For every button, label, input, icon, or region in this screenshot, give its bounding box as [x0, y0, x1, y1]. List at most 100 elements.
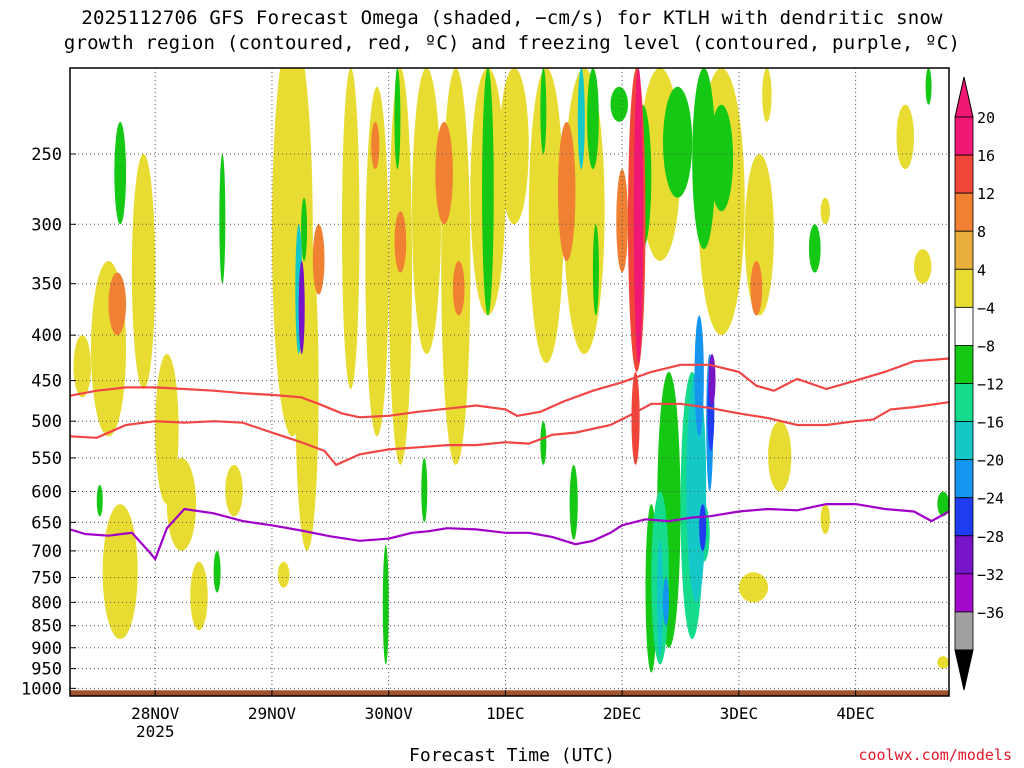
contour-lines: [70, 357, 949, 562]
omega-cell: [913, 249, 932, 284]
y-tick-label: 700: [31, 542, 62, 562]
omega-cell: [341, 68, 360, 390]
colorbar-bottom-arrow: [954, 649, 974, 691]
omega-cell: [312, 224, 325, 295]
chart-title-line-1: 2025112706 GFS Forecast Omega (shaded, −…: [81, 7, 943, 29]
x-tick-label: 4DEC: [836, 704, 875, 723]
colorbar-segment: [954, 459, 974, 499]
colorbar-segment: [954, 192, 974, 232]
omega-cell: [219, 154, 226, 284]
omega-cell: [750, 261, 763, 316]
omega-cell: [708, 353, 716, 406]
omega-shading: [73, 68, 949, 673]
y-tick-label: 750: [31, 568, 62, 588]
omega-cell: [657, 539, 664, 657]
y-tick-label: 450: [31, 372, 62, 392]
omega-cell: [631, 371, 640, 465]
omega-cell: [937, 491, 949, 517]
x-tick-label: 2DEC: [603, 704, 642, 723]
omega-cell: [557, 121, 576, 262]
colorbar-label: −4: [977, 299, 995, 317]
omega-cell: [709, 104, 734, 212]
omega-cell: [662, 577, 669, 626]
omega-cell: [528, 68, 564, 364]
contour-line--12: [70, 401, 949, 467]
omega-cell: [213, 550, 221, 593]
omega-cell: [896, 104, 914, 170]
colorbar-segment: [954, 116, 974, 156]
omega-cell: [820, 197, 830, 225]
colorbar-label: 20: [977, 109, 995, 127]
omega-cell: [155, 353, 179, 505]
site-credit: coolwx.com/models: [858, 746, 1012, 764]
omega-cell: [610, 86, 628, 122]
terrain-surface: [70, 690, 949, 696]
omega-cell: [131, 154, 156, 390]
omega-cell: [225, 464, 243, 517]
omega-cell: [633, 68, 644, 364]
colorbar-label: 12: [977, 185, 995, 203]
omega-cell: [190, 561, 208, 631]
omega-cell: [394, 211, 407, 273]
colorbar-label: −20: [977, 452, 1004, 470]
x-tick-label: 29NOV: [248, 704, 297, 723]
colorbar-segment: [954, 497, 974, 537]
chart-title-line-2: growth region (contoured, red, ºC) and f…: [63, 32, 961, 54]
omega-cell: [73, 335, 92, 398]
plot-frame: [69, 67, 950, 697]
x-tick-label: 28NOV: [131, 704, 180, 723]
y-axis: 2503003504004505005506006507007508008509…: [21, 145, 76, 699]
omega-cell: [925, 68, 932, 105]
omega-cell: [768, 421, 792, 492]
colorbar-label: 8: [977, 223, 986, 241]
omega-cell: [435, 121, 453, 225]
omega-cell: [937, 656, 949, 669]
colorbar-segment: [954, 383, 974, 422]
omega-cell: [371, 121, 380, 170]
omega-cell: [569, 464, 578, 540]
x-tick-label: 1DEC: [486, 704, 525, 723]
omega-cell: [166, 457, 197, 551]
omega-cell: [663, 86, 693, 198]
omega-cell: [592, 224, 599, 316]
omega-cell: [540, 421, 547, 465]
omega-cell: [587, 68, 599, 170]
y-tick-label: 950: [31, 660, 62, 680]
y-tick-label: 1000: [21, 679, 62, 699]
y-tick-label: 250: [31, 145, 62, 165]
omega-cell: [820, 504, 830, 535]
colorbar-label: −32: [977, 566, 1004, 584]
omega-cell: [421, 457, 428, 523]
omega-cell: [808, 224, 821, 273]
omega-cell: [365, 86, 389, 437]
grid-lines: [70, 68, 949, 696]
omega-cell: [699, 504, 707, 551]
omega-cell: [692, 68, 716, 250]
y-tick-label: 350: [31, 275, 62, 295]
omega-cell: [762, 68, 772, 122]
omega-cell: [298, 261, 305, 354]
colorbar-segment: [954, 154, 974, 194]
omega-cell: [382, 545, 389, 665]
colorbar-label: 4: [977, 261, 986, 279]
terrain-fill: [70, 690, 949, 696]
colorbar-label: −28: [977, 528, 1004, 546]
x-tick-sublabel: 2025: [136, 722, 175, 741]
omega-cell: [482, 68, 494, 316]
x-axis-title: Forecast Time (UTC): [409, 745, 615, 766]
omega-cell: [412, 68, 442, 354]
x-tick-label: 3DEC: [720, 704, 759, 723]
y-tick-label: 850: [31, 617, 62, 637]
colorbar-segment: [954, 345, 974, 384]
omega-cell: [301, 197, 308, 262]
omega-cell: [540, 68, 547, 155]
omega-cell: [394, 68, 401, 170]
y-tick-label: 900: [31, 639, 62, 659]
y-tick-label: 500: [31, 412, 62, 432]
colorbar-label: −36: [977, 604, 1004, 622]
colorbar-segment: [954, 230, 974, 270]
omega-cell: [114, 121, 127, 225]
omega-cell: [102, 504, 138, 640]
colorbar-label: −24: [977, 490, 1004, 508]
